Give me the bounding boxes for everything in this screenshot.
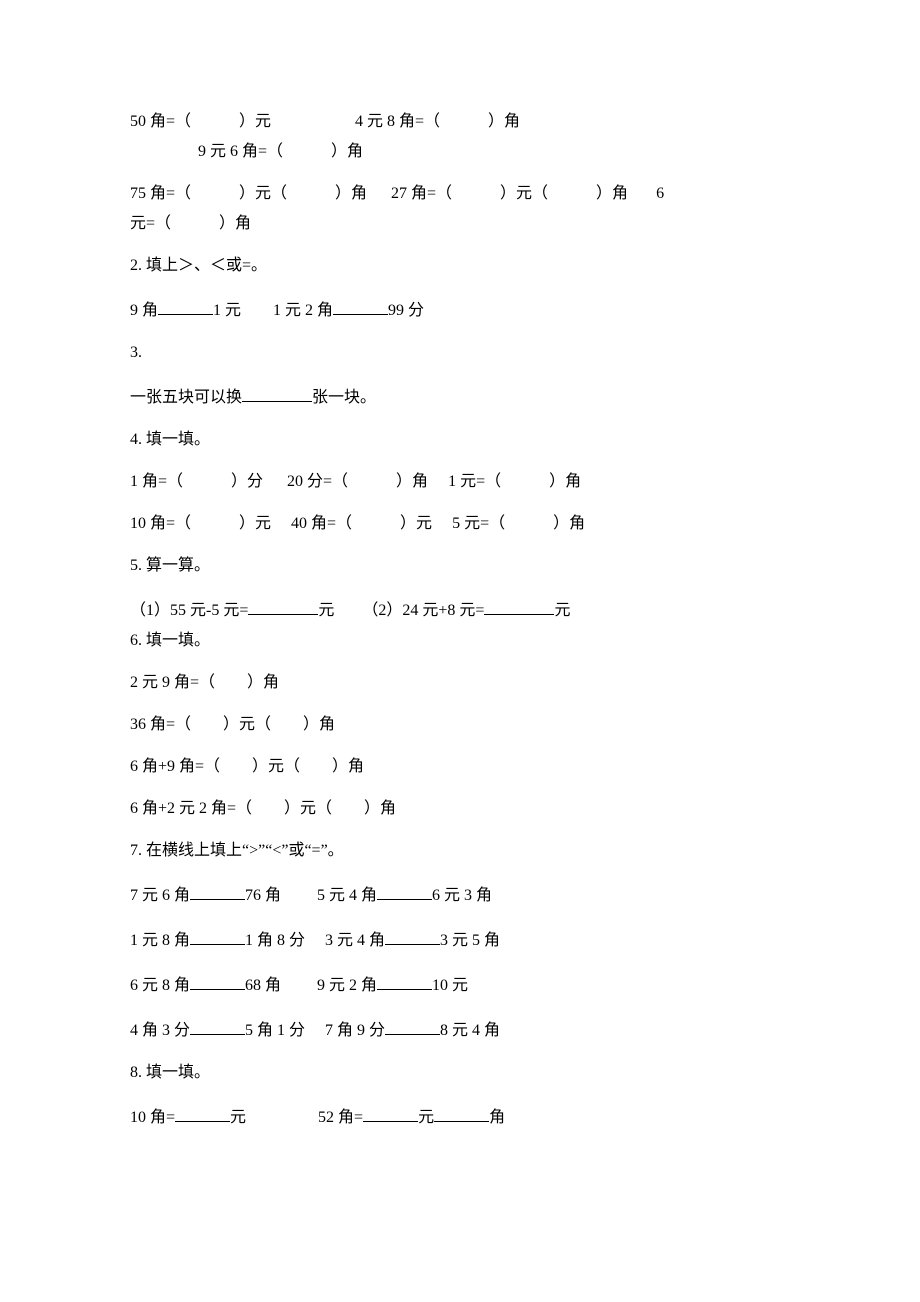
q5-b-right: 元 bbox=[554, 602, 570, 619]
q7-r1a-right: 76 角 bbox=[245, 887, 281, 904]
q7-r4b-left: 7 角 9 分 bbox=[325, 1022, 385, 1039]
q7-r3b-left: 9 元 2 角 bbox=[317, 977, 377, 994]
q7-row4: 4 角 3 分 5 角 1 分 7 角 9 分 8 元 4 角 bbox=[130, 1016, 795, 1043]
blank[interactable] bbox=[190, 971, 245, 990]
q7-row3: 6 元 8 角 68 角 9 元 2 角 10 元 bbox=[130, 971, 795, 998]
q1-r3c-prefix: 6 bbox=[656, 185, 664, 202]
q2-body: 9 角 1 元 1 元 2 角 99 分 bbox=[130, 296, 795, 323]
q5-a-left: （1）55 元-5 元= bbox=[130, 602, 248, 619]
q7-r4a-right: 5 角 1 分 bbox=[245, 1022, 305, 1039]
q7-title: 7. 在横线上填上“>”“<”或“=”。 bbox=[130, 839, 795, 863]
q8-b-right: 角 bbox=[489, 1109, 505, 1126]
q3-title: 3. bbox=[130, 341, 795, 365]
q7-r3a-left: 6 元 8 角 bbox=[130, 977, 190, 994]
q7-r1b-right: 6 元 3 角 bbox=[432, 887, 492, 904]
blank[interactable] bbox=[434, 1103, 489, 1122]
q7-r2b-right: 3 元 5 角 bbox=[440, 932, 500, 949]
q7-r2a-left: 1 元 8 角 bbox=[130, 932, 190, 949]
q8-a-left: 10 角= bbox=[130, 1109, 175, 1126]
q7-r4b-right: 8 元 4 角 bbox=[440, 1022, 500, 1039]
q1-row2: 9 元 6 角=（ ）角 bbox=[130, 140, 795, 164]
q6-l2: 36 角=（ ）元（ ）角 bbox=[130, 713, 795, 737]
blank[interactable] bbox=[363, 1103, 418, 1122]
q8-a-right: 元 bbox=[230, 1109, 246, 1126]
blank[interactable] bbox=[377, 881, 432, 900]
q4-r1c: 1 元=（ ）角 bbox=[448, 473, 581, 490]
q4-r2b: 40 角=（ ）元 bbox=[291, 515, 432, 532]
q3-right: 张一块。 bbox=[312, 389, 376, 406]
q3-body: 一张五块可以换 张一块。 bbox=[130, 383, 795, 410]
q1-r2: 9 元 6 角=（ ）角 bbox=[198, 143, 363, 160]
blank[interactable] bbox=[484, 596, 554, 615]
q7-r4a-left: 4 角 3 分 bbox=[130, 1022, 190, 1039]
q1-r3c-rest: 元=（ ）角 bbox=[130, 215, 251, 232]
q2-b-right: 99 分 bbox=[388, 302, 424, 319]
q7-r2a-right: 1 角 8 分 bbox=[245, 932, 305, 949]
q1-r3a: 75 角=（ ）元（ ）角 bbox=[130, 185, 367, 202]
q2-a-right: 1 元 bbox=[213, 302, 241, 319]
blank[interactable] bbox=[248, 596, 318, 615]
q7-r1a-left: 7 元 6 角 bbox=[130, 887, 190, 904]
blank[interactable] bbox=[242, 383, 312, 402]
blank[interactable] bbox=[333, 296, 388, 315]
q2-a-left: 9 角 bbox=[130, 302, 158, 319]
q2-b-left: 1 元 2 角 bbox=[273, 302, 333, 319]
q4-title: 4. 填一填。 bbox=[130, 428, 795, 452]
q7-row1: 7 元 6 角 76 角 5 元 4 角 6 元 3 角 bbox=[130, 881, 795, 908]
worksheet-page: 50 角=（ ）元 4 元 8 角=（ ）角 9 元 6 角=（ ）角 75 角… bbox=[0, 0, 920, 1258]
q5-b-left: （2）24 元+8 元= bbox=[362, 602, 484, 619]
blank[interactable] bbox=[190, 881, 245, 900]
q5-title: 5. 算一算。 bbox=[130, 554, 795, 578]
q7-r1b-left: 5 元 4 角 bbox=[317, 887, 377, 904]
q6-title: 6. 填一填。 bbox=[130, 629, 795, 653]
q8-b-left: 52 角= bbox=[318, 1109, 363, 1126]
q4-r1b: 20 分=（ ）角 bbox=[287, 473, 428, 490]
q7-r3a-right: 68 角 bbox=[245, 977, 281, 994]
q8-b-mid: 元 bbox=[418, 1109, 434, 1126]
q3-left: 一张五块可以换 bbox=[130, 389, 242, 406]
q4-row2: 10 角=（ ）元 40 角=（ ）元 5 元=（ ）角 bbox=[130, 512, 795, 536]
q1-r1a: 50 角=（ ）元 bbox=[130, 113, 271, 130]
blank[interactable] bbox=[190, 926, 245, 945]
blank[interactable] bbox=[158, 296, 213, 315]
q5-body: （1）55 元-5 元= 元 （2）24 元+8 元= 元 bbox=[130, 596, 795, 623]
q4-r2a: 10 角=（ ）元 bbox=[130, 515, 271, 532]
blank[interactable] bbox=[190, 1016, 245, 1035]
q1-r1b: 4 元 8 角=（ ）角 bbox=[355, 113, 520, 130]
q7-row2: 1 元 8 角 1 角 8 分 3 元 4 角 3 元 5 角 bbox=[130, 926, 795, 953]
q8-title: 8. 填一填。 bbox=[130, 1061, 795, 1085]
q6-l4: 6 角+2 元 2 角=（ ）元（ ）角 bbox=[130, 797, 795, 821]
q5-a-right: 元 bbox=[318, 602, 334, 619]
q2-title: 2. 填上＞、＜或=。 bbox=[130, 254, 795, 278]
q7-r3b-right: 10 元 bbox=[432, 977, 468, 994]
q1-row1: 50 角=（ ）元 4 元 8 角=（ ）角 bbox=[130, 110, 795, 134]
q4-r2c: 5 元=（ ）角 bbox=[452, 515, 585, 532]
blank[interactable] bbox=[385, 1016, 440, 1035]
blank[interactable] bbox=[385, 926, 440, 945]
blank[interactable] bbox=[377, 971, 432, 990]
q4-row1: 1 角=（ ）分 20 分=（ ）角 1 元=（ ）角 bbox=[130, 470, 795, 494]
q1-r3b: 27 角=（ ）元（ ）角 bbox=[391, 185, 628, 202]
q1-row3b: 元=（ ）角 bbox=[130, 212, 795, 236]
q8-body: 10 角= 元 52 角= 元 角 bbox=[130, 1103, 795, 1130]
blank[interactable] bbox=[175, 1103, 230, 1122]
q6-l1: 2 元 9 角=（ ）角 bbox=[130, 671, 795, 695]
q4-r1a: 1 角=（ ）分 bbox=[130, 473, 263, 490]
q7-r2b-left: 3 元 4 角 bbox=[325, 932, 385, 949]
q6-l3: 6 角+9 角=（ ）元（ ）角 bbox=[130, 755, 795, 779]
q1-row3: 75 角=（ ）元（ ）角 27 角=（ ）元（ ）角 6 bbox=[130, 182, 795, 206]
